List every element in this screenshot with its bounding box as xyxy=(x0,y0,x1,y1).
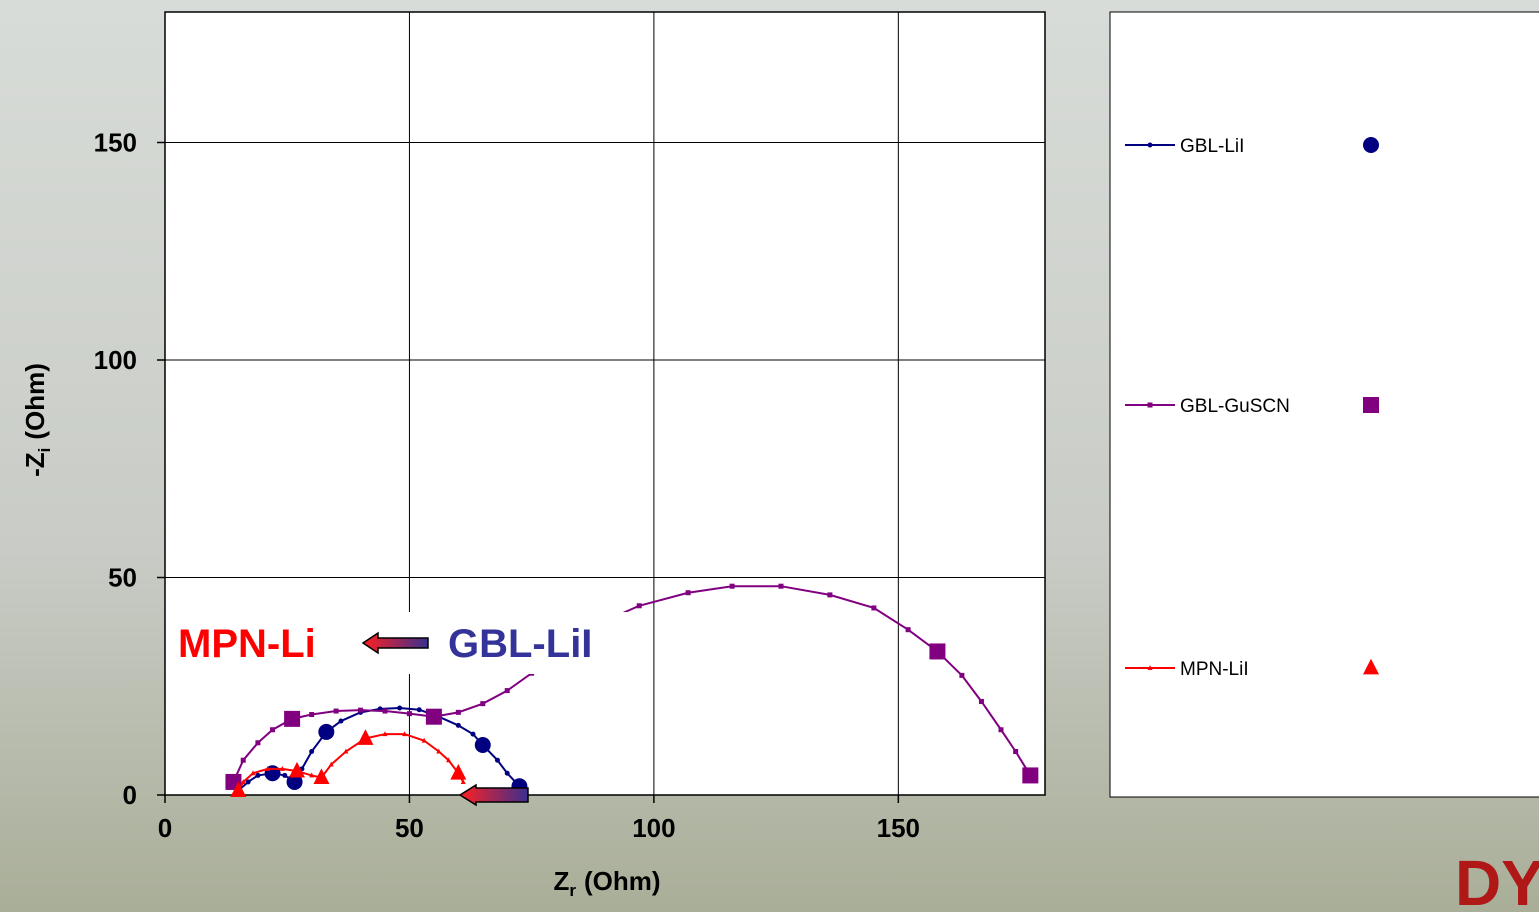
marker xyxy=(416,707,422,713)
y-axis-title: -Zi (Ohm) xyxy=(20,363,54,477)
y-tick-label: 100 xyxy=(94,345,137,375)
marker xyxy=(1363,397,1379,413)
marker xyxy=(959,672,965,678)
marker xyxy=(480,701,486,707)
marker xyxy=(425,708,442,725)
legend-label: MPN-LiI xyxy=(1180,659,1249,680)
marker xyxy=(494,757,500,763)
plot-area xyxy=(164,11,1046,796)
marker xyxy=(504,770,510,776)
marker xyxy=(685,590,691,596)
marker xyxy=(1022,767,1039,784)
marker xyxy=(309,712,315,718)
marker xyxy=(358,707,364,713)
marker xyxy=(289,761,305,778)
logo: DYE xyxy=(1455,847,1539,912)
marker xyxy=(474,736,491,753)
marker xyxy=(279,766,285,771)
marker xyxy=(1147,665,1153,670)
marker xyxy=(250,770,256,776)
marker xyxy=(402,731,408,737)
marker xyxy=(382,731,388,737)
legend-box xyxy=(1109,11,1539,798)
x-title-sub: r xyxy=(569,881,576,900)
marker xyxy=(240,757,246,763)
legend-label: GBL-GuSCN xyxy=(1180,396,1290,417)
marker xyxy=(338,718,344,724)
marker xyxy=(871,605,877,611)
annotation-left: MPN-Li xyxy=(178,622,316,666)
marker xyxy=(778,583,784,589)
marker xyxy=(230,781,247,798)
legend-label: GBL-LiI xyxy=(1180,136,1244,157)
marker xyxy=(827,592,833,598)
marker xyxy=(282,772,288,778)
y-tick-label: 50 xyxy=(108,563,137,593)
marker xyxy=(318,723,335,740)
marker xyxy=(450,764,467,780)
arrow xyxy=(361,631,429,655)
marker xyxy=(333,708,339,714)
x-tick-label: 50 xyxy=(395,813,424,843)
x-tick-label: 150 xyxy=(877,813,920,843)
marker xyxy=(1363,658,1379,675)
marker xyxy=(284,710,301,727)
marker xyxy=(343,748,349,754)
arrow xyxy=(458,783,529,807)
y-tick-label: 0 xyxy=(123,780,137,810)
marker xyxy=(978,698,984,704)
labels: Zr (Ohm) -Zi (Ohm) 0 50 100 150 0 50 100 150 xyxy=(20,128,920,901)
marker xyxy=(309,749,315,754)
marker xyxy=(270,727,276,733)
marker xyxy=(1147,402,1153,408)
marker xyxy=(460,779,466,784)
marker xyxy=(436,748,442,754)
marker xyxy=(255,772,261,778)
marker xyxy=(455,709,461,715)
marker xyxy=(1013,749,1019,754)
marker xyxy=(636,603,642,609)
marker xyxy=(998,727,1004,733)
marker xyxy=(286,773,303,790)
marker xyxy=(455,722,461,728)
marker xyxy=(245,779,251,785)
marker xyxy=(504,688,510,694)
marker xyxy=(406,711,412,717)
y-title-sub: i xyxy=(35,448,54,453)
annotation: MPN-Li GBL-LiI xyxy=(170,612,630,807)
marker xyxy=(1147,142,1153,148)
marker xyxy=(255,740,261,746)
marker xyxy=(265,766,271,771)
marker xyxy=(240,779,246,784)
y-title-unit: (Ohm) xyxy=(20,363,50,440)
marker xyxy=(905,627,911,633)
marker xyxy=(421,737,427,743)
y-tick-label: 150 xyxy=(94,128,137,158)
x-title-unit: (Ohm) xyxy=(584,866,661,896)
marker xyxy=(328,761,334,767)
x-axis-title: Zr (Ohm) xyxy=(553,866,660,900)
x-tick-label: 100 xyxy=(632,813,675,843)
marker xyxy=(1363,137,1379,153)
marker xyxy=(357,729,374,745)
marker xyxy=(313,768,330,784)
marker xyxy=(446,757,452,763)
y-title-main: -Z xyxy=(20,452,50,477)
grid xyxy=(157,12,1045,803)
marker xyxy=(397,705,403,711)
x-title-main: Z xyxy=(553,866,569,896)
marker xyxy=(729,583,735,589)
annotation-right: GBL-LiI xyxy=(448,622,592,666)
marker xyxy=(382,708,388,714)
marker xyxy=(470,731,476,737)
marker xyxy=(929,643,946,660)
marker xyxy=(309,772,315,778)
x-tick-label: 0 xyxy=(158,813,172,843)
